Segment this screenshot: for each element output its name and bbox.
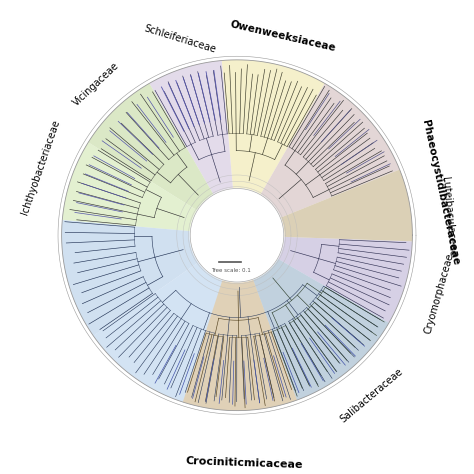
- Polygon shape: [260, 83, 400, 218]
- Text: Phaeocystidibacteraceae: Phaeocystidibacteraceae: [419, 118, 460, 265]
- Polygon shape: [280, 170, 412, 241]
- Text: Tree scale: 0.1: Tree scale: 0.1: [211, 268, 251, 273]
- Text: Schleiferiaceae: Schleiferiaceae: [143, 24, 217, 55]
- Text: Cryomorphaceae: Cryomorphaceae: [423, 252, 456, 335]
- Polygon shape: [62, 142, 197, 231]
- Text: Salibacteraceae: Salibacteraceae: [338, 366, 405, 424]
- Polygon shape: [253, 259, 389, 400]
- Polygon shape: [62, 220, 199, 336]
- Text: Ichthyobacteriaceae: Ichthyobacteriaceae: [19, 118, 61, 216]
- Circle shape: [190, 189, 284, 282]
- Text: Vicingaceae: Vicingaceae: [71, 61, 121, 108]
- Text: Crociniticmicaceae: Crociniticmicaceae: [186, 456, 303, 470]
- Polygon shape: [183, 279, 297, 410]
- Polygon shape: [222, 60, 325, 195]
- Polygon shape: [93, 259, 389, 410]
- Polygon shape: [277, 237, 412, 323]
- Polygon shape: [149, 61, 233, 195]
- Text: Owenweeksiaceae: Owenweeksiaceae: [229, 19, 337, 53]
- Polygon shape: [88, 83, 214, 210]
- Text: Luteibaculaceae: Luteibaculaceae: [440, 176, 457, 257]
